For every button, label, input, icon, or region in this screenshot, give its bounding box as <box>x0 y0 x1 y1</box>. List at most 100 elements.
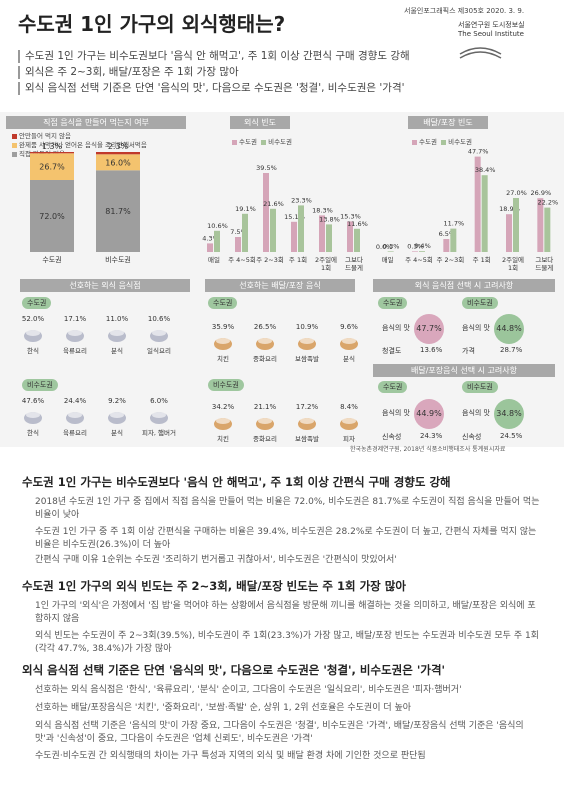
pizza-icon-shape <box>150 412 168 424</box>
pref-label: 피자 <box>343 435 355 443</box>
bar <box>242 213 248 252</box>
consider-label: 가격 <box>462 347 475 355</box>
section-header-pref-del: 선호하는 배달/포장 음식 <box>205 279 355 292</box>
bar <box>298 205 304 252</box>
body-paragraph: 간편식 구매 이유 1순위는 수도권 '조리하기 번거롭고 귀찮아서', 비수도… <box>35 555 397 565</box>
bar <box>450 228 457 252</box>
pref-label: 보쌈족발 <box>295 355 319 363</box>
chicken-icon-shape <box>214 338 232 350</box>
skewer-icon <box>338 333 360 353</box>
tick-label: 1회 <box>508 264 518 272</box>
pref-percent: 47.6% <box>21 397 45 405</box>
bar <box>235 237 241 252</box>
data-label: 18.3% <box>312 206 333 214</box>
data-label: 16.0% <box>105 158 131 167</box>
bar <box>544 207 551 252</box>
skewer-icon-shape <box>108 330 126 342</box>
stacked-bar-segment <box>30 152 74 154</box>
steak-icon-shape <box>66 412 84 424</box>
pref-percent: 17.2% <box>295 403 319 411</box>
data-label: 2.3% <box>108 142 129 151</box>
consider-dot: 34.8% <box>494 399 524 429</box>
legend-label: 수도권 <box>419 138 437 146</box>
chicken-icon <box>212 413 234 433</box>
steak-icon <box>64 407 86 427</box>
stacked-bar-segment <box>30 180 74 252</box>
body-paragraph: 수도권·비수도권 간 외식행태의 차이는 가구 특성과 지역의 외식 및 배달 … <box>35 751 426 761</box>
tick-label: 수도권 <box>42 256 61 264</box>
legend-swatch <box>232 139 237 145</box>
data-label: 15.1% <box>284 213 305 221</box>
data-label: 0.4% <box>414 242 431 250</box>
pref-label: 치킨 <box>217 435 229 443</box>
consider-value: 13.6% <box>420 346 443 354</box>
bar <box>263 173 269 252</box>
pork-icon-shape <box>298 418 316 430</box>
noodle-icon-shape <box>256 338 274 350</box>
legend-label: 비수도권 <box>448 138 473 146</box>
pref-label: 중화요리 <box>253 435 277 443</box>
consider-label: 음식의 맛 <box>462 409 490 417</box>
data-label: 19.1% <box>235 205 256 213</box>
infographic-panel: 직접 음식을 만들어 먹는지 여부 외식 빈도 배달/포장 빈도 안만들어 먹지… <box>0 112 564 447</box>
pref-percent: 52.0% <box>21 315 45 323</box>
consider-label: 음식의 맛 <box>462 324 490 332</box>
data-label: 1.3% <box>42 142 63 151</box>
sushi-icon <box>148 325 170 345</box>
section-header-eatout-freq: 외식 빈도 <box>230 116 290 129</box>
tick-label: 2주일에 <box>315 255 337 264</box>
pref-label: 한식 <box>27 429 39 437</box>
legend-eatout: 수도권 비수도권 <box>232 136 292 146</box>
skewer-icon-shape <box>340 338 358 350</box>
bar <box>347 221 353 252</box>
data-label: 11.7% <box>444 220 465 228</box>
pref-percent: 6.0% <box>150 397 168 405</box>
rice-bowl-icon-shape <box>24 412 42 424</box>
tick-label: 주 4~5회 <box>228 256 256 264</box>
data-label: 6.5% <box>439 230 456 238</box>
noodle-icon-shape <box>256 418 274 430</box>
rice-bowl-icon <box>22 325 44 345</box>
tick-label: 매일 <box>382 255 394 264</box>
consider-label: 신속성 <box>382 433 402 441</box>
org-english: The Seoul Institute <box>458 30 524 38</box>
data-label: 23.3% <box>291 196 312 204</box>
body-heading: 수도권 1인 가구의 외식 빈도는 주 2~3회, 배달/포장 빈도는 주 1회… <box>22 579 406 593</box>
chicken-icon <box>212 333 234 353</box>
pizza-icon <box>338 413 360 433</box>
data-label: 22.2% <box>538 199 559 207</box>
section-header-delivery-freq: 배달/포장 빈도 <box>408 116 488 129</box>
consider-label: 음식의 맛 <box>382 324 410 332</box>
tick-label: 주 2~3회 <box>436 256 464 264</box>
tick-label: 드물게 <box>345 263 363 272</box>
legend-swatch <box>261 139 267 145</box>
bar <box>207 243 213 252</box>
bar <box>291 221 297 252</box>
consider-label: 청결도 <box>382 347 402 355</box>
bar <box>412 251 418 252</box>
data-label: 4.3% <box>202 234 219 242</box>
section-header-consider-del: 배달/포장음식 선택 시 고려사항 <box>373 364 555 377</box>
skewer-icon-shape <box>108 412 126 424</box>
org-korean: 서울연구원 도시정보실 <box>458 21 525 29</box>
section-header-consider-out: 외식 음식점 선택 시 고려사항 <box>373 279 555 292</box>
data-label: 72.0% <box>39 212 65 221</box>
issue-info: 서울인포그래픽스 제305호 2020. 3. 9. <box>404 7 525 15</box>
tick-label: 드물게 <box>535 263 553 272</box>
steak-icon-shape <box>66 330 84 342</box>
legend-swatch <box>12 151 17 157</box>
bar <box>481 175 488 252</box>
tick-label: 2주일에 <box>502 255 524 264</box>
pref-percent: 21.1% <box>253 403 277 411</box>
stacked-bar-segment <box>96 170 140 252</box>
tick-label: 주 4~5회 <box>405 256 433 264</box>
pizza-icon-shape <box>340 418 358 430</box>
pref-label: 치킨 <box>217 355 229 363</box>
pizza-icon <box>148 407 170 427</box>
tick-label: 주 1회 <box>289 256 307 264</box>
legend-item: 안만들어 먹지 않음 <box>12 132 147 141</box>
legend-item: 완제품 사먹거나 얻어온 음식을 조리만해서먹음 <box>12 141 147 150</box>
legend-swatch <box>441 139 447 145</box>
summary-item: 외식 음식점 선택 기준은 단연 '음식의 맛', 다음으로 수도권은 '청결'… <box>18 82 448 95</box>
pref-percent: 34.2% <box>211 403 235 411</box>
